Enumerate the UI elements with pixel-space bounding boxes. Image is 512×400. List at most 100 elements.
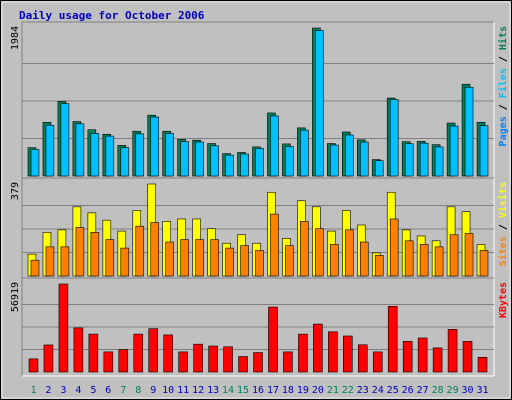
legend-files: Files: [497, 68, 509, 98]
y-max-label: 379: [10, 182, 21, 200]
x-tick-label-day-12: 12: [192, 385, 204, 396]
x-tick-label-day-19: 19: [297, 385, 309, 396]
bar-sites-day-16: [255, 250, 264, 277]
bar-files-day-23: [359, 141, 369, 177]
bar-kbytes-day-31: [477, 357, 488, 373]
bar-kbytes-day-5: [88, 333, 99, 373]
x-tick-label-day-22: 22: [342, 385, 354, 396]
bar-kbytes-day-21: [328, 331, 338, 373]
bar-kbytes-day-17: [268, 306, 278, 373]
bar-files-day-8: [135, 133, 145, 177]
bar-files-day-11: [180, 141, 189, 177]
bar-sites-day-27: [419, 244, 429, 277]
bar-files-day-30: [464, 86, 474, 177]
bar-files-day-24: [374, 160, 384, 177]
x-axis-labels: 1 2 3 4 5 6 7 8 9 10 11 12 13 14 15 16 17 18 19 20 21 22 23 24 2…: [30, 385, 488, 396]
bar-sites-day-24: [374, 255, 384, 277]
bar-kbytes-day-6: [103, 351, 114, 373]
bar-files-day-2: [45, 124, 55, 177]
legend-hits: Hits: [497, 26, 509, 50]
bar-kbytes-day-10: [163, 334, 173, 373]
bar-files-day-28: [434, 146, 444, 177]
bar-sites-day-6: [105, 239, 115, 277]
bar-kbytes-day-25: [387, 305, 398, 373]
bar-kbytes-day-19: [298, 333, 308, 373]
bar-sites-day-12: [195, 239, 204, 277]
x-tick-label-day-26: 26: [402, 385, 414, 396]
bar-kbytes-day-30: [462, 341, 473, 373]
x-tick-label-day-14: 14: [222, 385, 234, 396]
bar-sites-day-5: [90, 232, 100, 277]
x-tick-label-day-13: 13: [207, 385, 219, 396]
bar-sites-day-26: [404, 240, 414, 277]
bar-kbytes-day-15: [238, 356, 248, 373]
bar-files-day-27: [419, 142, 429, 177]
bar-kbytes-day-29: [447, 329, 458, 373]
bar-files-day-6: [105, 135, 115, 177]
bar-files-day-3: [60, 103, 70, 177]
bar-files-day-9: [150, 116, 160, 177]
legend-separator: /: [498, 218, 509, 236]
bar-kbytes-day-28: [432, 347, 443, 373]
bar-kbytes-day-4: [73, 327, 84, 373]
legend-sites: Sites: [497, 236, 509, 266]
bar-sites-day-10: [165, 241, 174, 277]
x-tick-label-day-6: 6: [105, 385, 111, 396]
bar-sites-day-17: [270, 213, 279, 277]
bar-kbytes-day-24: [372, 351, 383, 373]
bar-kbytes-day-9: [148, 328, 159, 373]
legend-separator: /: [498, 98, 509, 116]
x-tick-label-day-31: 31: [476, 385, 488, 396]
bar-sites-day-23: [359, 241, 369, 277]
bar-sites-day-4: [75, 227, 85, 277]
bar-sites-day-29: [449, 234, 459, 277]
x-tick-label-day-5: 5: [90, 385, 96, 396]
bar-sites-day-28: [434, 246, 444, 277]
bar-sites-day-14: [225, 247, 234, 277]
bar-files-day-10: [165, 133, 174, 177]
bar-files-day-5: [90, 133, 100, 177]
x-tick-label-day-9: 9: [150, 385, 156, 396]
bar-kbytes-day-26: [402, 341, 413, 373]
bar-sites-day-22: [345, 229, 354, 277]
x-tick-label-day-1: 1: [30, 385, 36, 396]
x-tick-label-day-4: 4: [75, 385, 81, 396]
chart-panels: 1984 Pages / Files / Hits 379 Sites / Visit…: [10, 21, 509, 377]
bar-sites-day-11: [180, 239, 189, 277]
x-tick-label-day-18: 18: [282, 385, 294, 396]
bar-sites-day-20: [315, 228, 324, 277]
x-tick-label-day-8: 8: [135, 385, 141, 396]
bar-files-day-4: [75, 123, 85, 177]
panel-hits-files-pages: 1984 Pages / Files / Hits: [10, 21, 509, 181]
chart-title: Daily usage for October 2006: [19, 9, 205, 22]
y-axis-legend: Sites / Visits: [497, 182, 509, 266]
panel-kbytes: 56919 KBytes: [10, 277, 509, 377]
bar-kbytes-day-3: [58, 283, 69, 373]
bar-files-day-13: [210, 145, 219, 177]
bar-sites-day-3: [60, 246, 70, 277]
bar-sites-day-8: [135, 225, 145, 277]
bar-files-day-12: [195, 141, 204, 177]
bar-sites-day-31: [479, 250, 489, 277]
bar-files-day-19: [300, 129, 309, 177]
bar-sites-day-9: [150, 222, 160, 277]
bar-sites-day-19: [300, 221, 309, 277]
panel-visits-sites: 379 Sites / Visits: [10, 177, 509, 281]
bar-sites-day-21: [330, 244, 339, 277]
legend-pages: Pages: [498, 116, 509, 146]
bar-kbytes-day-20: [313, 323, 323, 373]
bar-kbytes-day-23: [357, 344, 368, 373]
bar-files-day-22: [345, 134, 354, 177]
bar-kbytes-day-2: [43, 344, 54, 373]
bar-kbytes-day-1: [28, 358, 39, 373]
x-tick-label-day-3: 3: [60, 385, 66, 396]
bar-sites-day-7: [120, 247, 130, 277]
bar-files-day-17: [270, 115, 279, 177]
legend-kbytes: KBytes: [498, 282, 509, 318]
bar-files-day-25: [389, 99, 399, 177]
bar-sites-day-13: [210, 239, 219, 277]
bar-kbytes-day-8: [133, 333, 144, 373]
bar-kbytes-day-16: [253, 352, 263, 373]
